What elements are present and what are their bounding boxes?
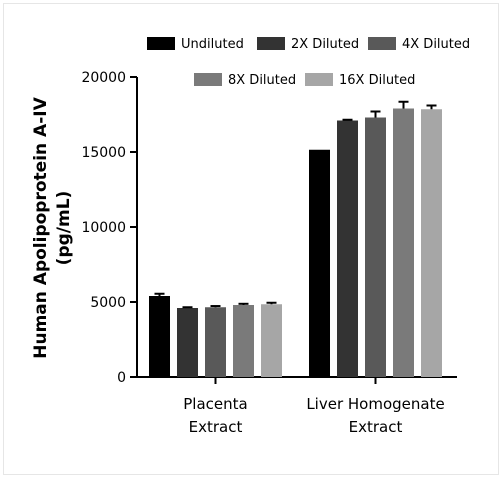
chart-frame xyxy=(3,3,499,475)
legend-label: Undiluted xyxy=(181,37,244,52)
legend-item: Undiluted xyxy=(147,37,244,52)
axes: 0 5000 10000 15000 20000 Placenta Extract Liver… xyxy=(81,70,457,436)
x-category-label: Liver Homogenate xyxy=(306,395,444,413)
legend-label: 8X Diluted xyxy=(228,73,296,88)
bar xyxy=(177,308,198,377)
bar xyxy=(205,307,226,377)
legend-label: 2X Diluted xyxy=(291,37,359,52)
bar xyxy=(365,117,386,377)
bar xyxy=(261,304,282,377)
y-tick-label: 0 xyxy=(117,370,126,386)
y-axis-title-line2: (pg/mL) xyxy=(54,191,74,266)
y-tick-label: 20000 xyxy=(81,70,126,86)
legend-item: 2X Diluted xyxy=(257,37,359,52)
x-category-label: Extract xyxy=(189,418,243,436)
legend-swatch xyxy=(194,73,222,86)
bar xyxy=(393,108,414,377)
bar xyxy=(337,120,358,377)
legend-item: 4X Diluted xyxy=(368,37,470,52)
y-axis-title-line1: Human Apolipoprotein A-IV xyxy=(31,96,51,358)
bar xyxy=(309,149,330,377)
legend-item: 8X Diluted xyxy=(194,73,296,88)
legend-swatch xyxy=(257,37,285,50)
x-category-label: Placenta xyxy=(183,395,247,413)
legend-label: 4X Diluted xyxy=(402,37,470,52)
legend-item: 16X Diluted xyxy=(305,73,415,88)
bar xyxy=(233,305,254,377)
legend-swatch xyxy=(368,37,396,50)
legend-swatch xyxy=(305,73,333,86)
y-axis-title: Human Apolipoprotein A-IV (pg/mL) xyxy=(31,96,74,358)
y-tick-label: 5000 xyxy=(90,295,126,311)
x-category-label: Extract xyxy=(349,418,403,436)
bar xyxy=(421,109,442,377)
y-tick-label: 10000 xyxy=(81,220,126,236)
legend: Undiluted 2X Diluted 4X Diluted 8X Diluted 1… xyxy=(147,37,470,88)
bar xyxy=(149,296,170,377)
bars xyxy=(149,100,442,377)
legend-label: 16X Diluted xyxy=(339,73,415,88)
y-tick-label: 15000 xyxy=(81,145,126,161)
legend-swatch xyxy=(147,37,175,50)
